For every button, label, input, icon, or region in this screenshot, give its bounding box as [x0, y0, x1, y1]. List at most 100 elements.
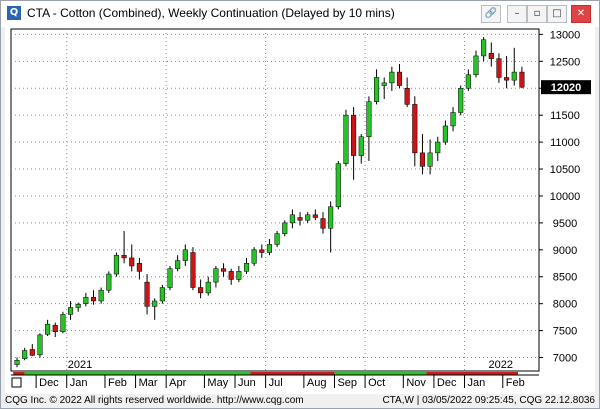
y-tick-label: 10000: [550, 191, 581, 203]
minimize-button[interactable]: –: [507, 5, 527, 23]
candle-body: [335, 163, 341, 207]
candle-body: [389, 71, 395, 84]
candle-body: [213, 268, 219, 283]
month-label: Mar: [139, 377, 158, 389]
candle-body: [404, 87, 410, 105]
candle-body: [52, 324, 58, 332]
candle-body: [167, 268, 173, 288]
plot-frame: [10, 28, 540, 372]
session-strip: [13, 372, 25, 375]
candle-body: [442, 125, 448, 143]
price-chart[interactable]: 7000 7500 8000 8500 9000 9500 10000 10500 11000 1…: [5, 27, 595, 394]
y-tick-label: 7000: [553, 353, 577, 365]
month-label: Jul: [269, 377, 283, 389]
candle-body: [481, 39, 487, 57]
candle-body: [144, 281, 150, 307]
candle-body: [343, 114, 349, 164]
candle-body: [228, 271, 234, 280]
candle-body: [358, 136, 364, 156]
session-strip: [250, 372, 335, 375]
candle-body: [22, 350, 28, 359]
cqg-q-icon: Q: [7, 6, 21, 20]
candle-body: [251, 249, 257, 264]
candle-body: [473, 55, 479, 76]
candle-body: [519, 71, 525, 88]
session-strip: [426, 372, 519, 375]
y-tick-label: 7500: [553, 326, 577, 338]
candle-body: [320, 218, 326, 229]
status-info: CTA,W | 03/05/2022 09:25:45, CQG 22.12.8…: [382, 395, 595, 406]
candle-body: [297, 217, 303, 221]
session-strip: [334, 372, 427, 375]
session-strip: [24, 372, 251, 375]
candle-body: [90, 296, 97, 302]
link-icon[interactable]: 🔗: [481, 5, 501, 23]
candle-body: [121, 254, 127, 259]
month-label: Apr: [169, 377, 186, 389]
candle-body: [274, 233, 280, 245]
close-button[interactable]: ✕: [571, 5, 591, 23]
candle-body: [366, 101, 372, 137]
month-label: Aug: [307, 377, 327, 389]
candle-body: [259, 249, 265, 253]
chart-area[interactable]: 7000 7500 8000 8500 9000 9500 10000 10500 11000 1…: [5, 27, 595, 394]
y-tick-label: 9000: [553, 245, 577, 257]
month-label: Dec: [39, 377, 59, 389]
candle-body: [221, 268, 227, 272]
candle-body: [312, 214, 318, 218]
candle-body: [266, 244, 272, 253]
year-label: 2022: [488, 359, 512, 371]
last-price-marker: [541, 80, 591, 95]
candle-body: [396, 71, 403, 86]
candle-body: [75, 303, 81, 308]
candle-body: [136, 263, 142, 272]
window-title: CTA - Cotton (Combined), Weekly Continua…: [27, 6, 395, 20]
candle-body: [129, 257, 135, 267]
candle-body: [504, 77, 510, 81]
y-tick-label: 8000: [553, 299, 577, 311]
month-label: May: [207, 377, 228, 389]
candle-body: [458, 87, 464, 113]
restore-button[interactable]: ▫: [527, 5, 547, 23]
title-bar[interactable]: Q CTA - Cotton (Combined), Weekly Contin…: [1, 1, 599, 27]
last-price-label: 12020: [551, 82, 582, 94]
candle-body: [488, 52, 494, 59]
year-label: 2021: [68, 359, 92, 371]
candle-body: [496, 58, 502, 78]
candle-body: [106, 273, 112, 291]
y-tick-label: 13000: [550, 29, 581, 41]
candle-body: [381, 82, 387, 86]
candle-body: [435, 141, 441, 154]
maximize-button[interactable]: □: [547, 5, 567, 23]
y-tick-label: 9500: [553, 218, 577, 230]
y-tick-label: 10500: [550, 164, 581, 176]
candle-body: [14, 359, 20, 365]
candle-body: [68, 307, 74, 315]
candle-body: [465, 74, 471, 89]
candle-body: [412, 104, 418, 154]
candle-body: [289, 214, 295, 224]
candle-body: [328, 206, 334, 229]
candle-body: [419, 152, 425, 167]
y-tick-label: 11000: [550, 137, 580, 149]
y-tick-label: 8500: [553, 272, 577, 284]
month-label: Sep: [337, 377, 357, 389]
candle-body: [282, 222, 288, 234]
candle-body: [236, 271, 242, 280]
candle-body: [29, 349, 35, 356]
month-label: Dec: [437, 377, 457, 389]
month-label: Jun: [238, 377, 256, 389]
candle-body: [113, 254, 120, 275]
candle-body: [305, 214, 311, 221]
copyright-text: CQG Inc. © 2022 All rights reserved worl…: [5, 395, 304, 406]
candle-body: [175, 260, 181, 269]
month-label: Oct: [368, 377, 385, 389]
month-label: Feb: [108, 377, 127, 389]
candle-body: [243, 263, 250, 272]
y-tick-label: 11500: [550, 110, 580, 122]
month-label: Feb: [506, 377, 525, 389]
candle-body: [45, 323, 51, 335]
candle-body: [374, 77, 380, 102]
month-label: Jan: [70, 377, 88, 389]
y-tick-label: 12500: [550, 56, 581, 68]
